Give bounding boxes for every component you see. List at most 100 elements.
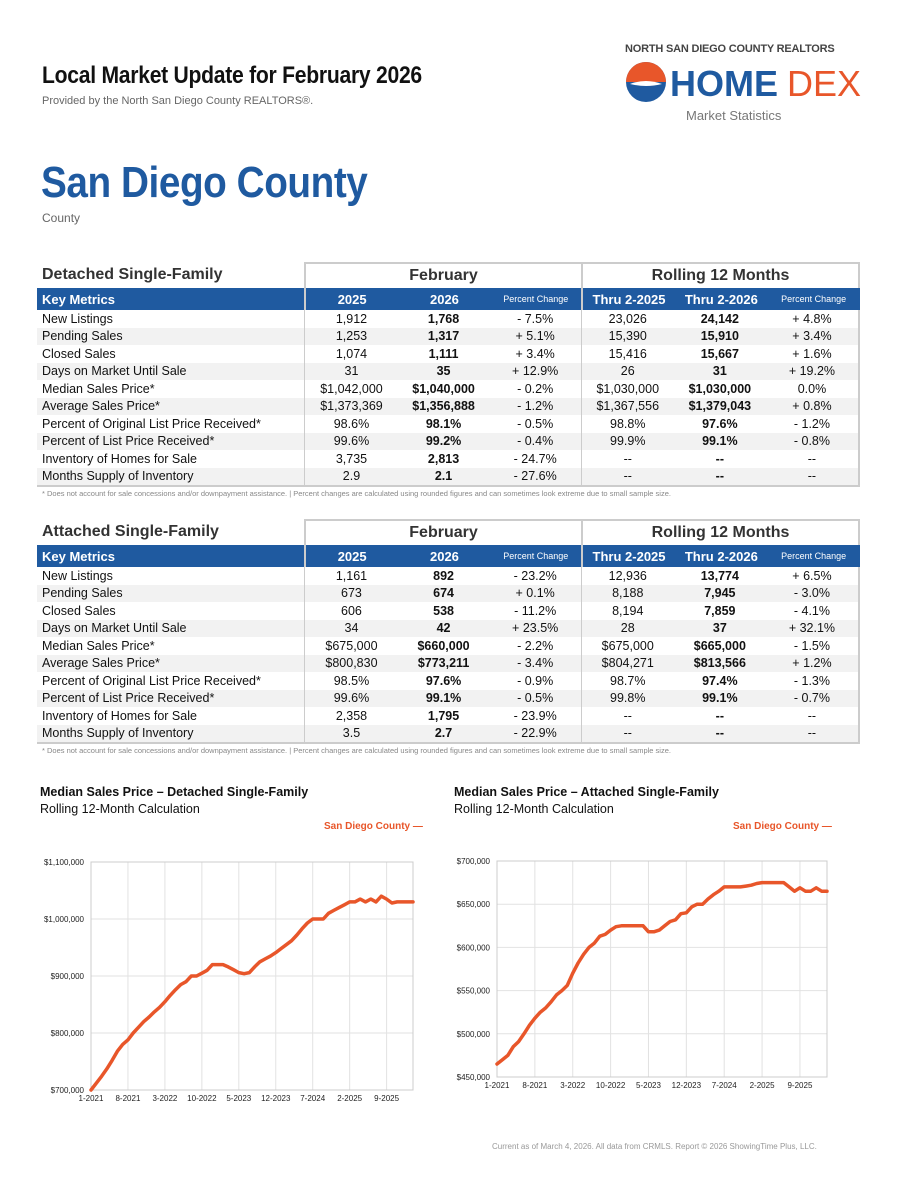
column-header: 2026 (429, 291, 459, 307)
column-header: 2025 (337, 291, 367, 307)
table-row: Median Sales Price* $675,000 $660,000 - 2.2… (37, 637, 858, 655)
y-tick-label: $550,000 (457, 987, 491, 996)
table-cell: 99.1% (425, 691, 462, 706)
x-tick-label: 2-2025 (337, 1094, 362, 1103)
table-cell: 3.5 (342, 726, 361, 741)
column-header: Percent Change (781, 551, 847, 561)
table-row: Percent of Original List Price Received*… (37, 672, 858, 690)
table-cell: 15,910 (700, 329, 739, 344)
chart-title: Median Sales Price – Detached Single-Fam… (40, 785, 309, 799)
metric-label: Months Supply of Inventory (37, 724, 306, 742)
table-cell: 99.6% (333, 434, 370, 449)
table-cell: 8,194 (612, 603, 644, 618)
table-cell: 15,390 (608, 329, 647, 344)
metric-label: Closed Sales (37, 602, 306, 620)
table-cell: 31 (344, 364, 359, 379)
table-cell: 15,667 (700, 346, 739, 361)
metric-label: Pending Sales (37, 327, 306, 345)
table-row: Closed Sales 1,074 1,111 + 3.4% 15,416 15,667… (37, 345, 858, 363)
table-cell: - 0.5% (490, 415, 582, 433)
column-header: Percent Change (491, 545, 583, 567)
table-row: Percent of Original List Price Received*… (37, 415, 858, 433)
table-cell: 28 (620, 621, 635, 636)
table-cell: - 4.1% (793, 603, 830, 618)
table-row: Average Sales Price* $800,830 $773,211 - 3.… (37, 654, 858, 672)
table-cell: $675,000 (325, 638, 378, 653)
table-cell: -- (715, 451, 724, 466)
chart-title: Median Sales Price – Attached Single-Fam… (454, 785, 719, 799)
table-cell: $813,566 (693, 656, 746, 671)
metric-label: Percent of Original List Price Received* (37, 672, 306, 690)
table-cell: 0.0% (797, 381, 827, 396)
table-cell: + 3.4% (490, 345, 582, 363)
footer-note: Current as of March 4, 2026. All data fr… (492, 1142, 817, 1151)
table-cell: + 0.8% (792, 399, 832, 414)
table-cell: 24,142 (700, 311, 739, 326)
table-cell: - 27.6% (490, 467, 582, 485)
detached-median-price-chart: $700,000 $800,000 $900,000 $1,000,000 $1,100… (44, 858, 415, 1103)
table-cell: 2,358 (335, 708, 368, 723)
table-cell: - 11.2% (490, 602, 582, 620)
table-cell: + 32.1% (788, 621, 836, 636)
metric-label: Inventory of Homes for Sale (37, 707, 306, 725)
table-cell: 8,188 (612, 586, 644, 601)
table-cell: - 23.2% (490, 567, 582, 585)
table-title: Attached Single-Family (37, 519, 306, 545)
table-cell: - 2.2% (490, 637, 582, 655)
table-cell: + 0.1% (490, 584, 582, 602)
table-cell: + 5.1% (490, 327, 582, 345)
org-name: NORTH SAN DIEGO COUNTY REALTORS (625, 43, 835, 55)
table-cell: 99.9% (610, 434, 646, 449)
table-cell: 15,416 (608, 346, 647, 361)
table-cell: $675,000 (601, 638, 654, 653)
y-tick-label: $900,000 (51, 972, 85, 981)
table-cell: + 1.6% (792, 346, 832, 361)
metric-label: Months Supply of Inventory (37, 467, 306, 485)
svg-text:DEX: DEX (787, 63, 861, 104)
plot-frame (90, 861, 414, 1091)
table-row: Inventory of Homes for Sale 2,358 1,795 - 2… (37, 707, 858, 725)
table-cell: 99.1% (702, 434, 738, 449)
table-cell: 98.6% (333, 416, 370, 431)
table-cell: 1,768 (427, 311, 460, 326)
table-cell: - 0.2% (490, 380, 582, 398)
table-row: Percent of List Price Received* 99.6% 99.1… (37, 689, 858, 707)
table-cell: 1,912 (335, 311, 368, 326)
homedex-logo-icon: HOME DEX (626, 62, 861, 104)
metric-label: Median Sales Price* (37, 380, 306, 398)
table-cell: $1,042,000 (320, 381, 383, 396)
table-cell: 99.1% (702, 691, 738, 706)
table-cell: -- (715, 726, 724, 741)
legend-label: San Diego County (324, 821, 411, 832)
x-tick-label: 5-2023 (226, 1094, 251, 1103)
y-tick-label: $500,000 (457, 1030, 491, 1039)
table-cell: - 0.5% (490, 689, 582, 707)
table-cell: -- (715, 708, 724, 723)
table-cell: - 0.8% (793, 434, 830, 449)
table-row: Days on Market Until Sale 31 35 + 12.9% 26 31… (37, 362, 858, 380)
y-tick-label: $1,100,000 (44, 858, 85, 867)
y-tick-label: $600,000 (457, 943, 491, 952)
x-tick-label: 3-2022 (560, 1081, 585, 1090)
table-cell: 1,074 (335, 346, 368, 361)
area-title: San Diego County (41, 158, 368, 207)
table-cell: 42 (436, 621, 451, 636)
y-tick-label: $800,000 (51, 1029, 85, 1038)
table-cell: -- (623, 708, 632, 723)
table-cell: 1,161 (335, 568, 368, 583)
table-cell: $1,030,000 (688, 381, 752, 396)
table-cell: 26 (620, 364, 635, 379)
metric-label: Percent of Original List Price Received* (37, 415, 306, 433)
table-cell: $773,211 (417, 656, 470, 671)
table-cell: - 24.7% (490, 450, 582, 468)
table-cell: -- (715, 469, 724, 484)
x-tick-label: 10-2022 (187, 1094, 217, 1103)
metric-label: Days on Market Until Sale (37, 362, 306, 380)
table-cell: 674 (433, 586, 454, 601)
table-row: Pending Sales 1,253 1,317 + 5.1% 15,390 15,91… (37, 327, 858, 345)
column-header: 2025 (337, 548, 367, 564)
table-cell: $1,373,369 (320, 399, 383, 414)
x-tick-label: 7-2024 (712, 1081, 737, 1090)
metric-label: Pending Sales (37, 584, 306, 602)
y-tick-label: $700,000 (51, 1086, 85, 1095)
